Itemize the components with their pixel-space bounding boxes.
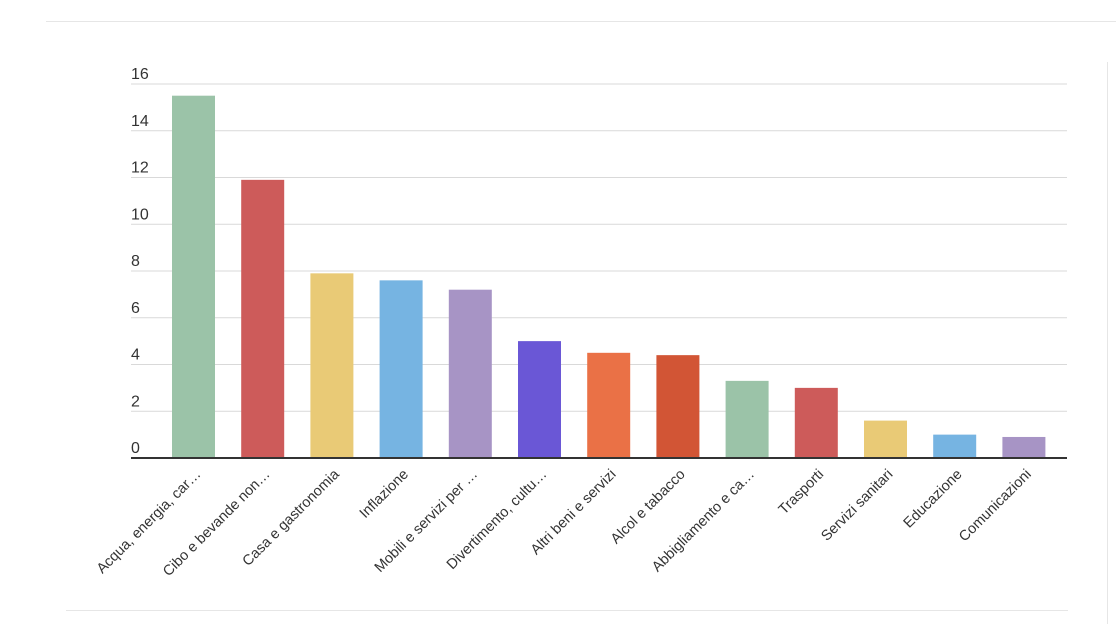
x-axis-labels: Acqua, energia, car…Cibo e bevande non…C…	[94, 466, 1035, 580]
bar	[864, 420, 907, 458]
chart-frame-right-border	[1107, 62, 1108, 624]
gridlines	[131, 83, 1067, 412]
chart-frame-top-border	[46, 21, 1116, 22]
y-tick-label: 14	[131, 113, 149, 130]
bar	[310, 273, 354, 458]
y-tick-label: 10	[131, 206, 149, 223]
bars	[172, 95, 1046, 458]
x-tick-label: Servizi sanitari	[818, 467, 896, 545]
x-tick-label: Inflazione	[357, 467, 412, 522]
x-tick-label: Comunicazioni	[956, 467, 1035, 546]
bar	[933, 434, 977, 458]
y-tick-label: 0	[131, 440, 140, 457]
bar	[448, 289, 492, 458]
y-tick-label: 12	[131, 160, 149, 177]
bar	[1002, 436, 1046, 458]
bar	[656, 355, 700, 458]
bar	[241, 179, 285, 458]
y-tick-label: 16	[131, 66, 149, 83]
bar	[725, 380, 769, 458]
y-axis-ticks: 0 2 4 6 8 10 12 14 16	[131, 66, 149, 457]
bar	[379, 280, 423, 458]
bar	[172, 95, 215, 458]
y-tick-label: 2	[131, 393, 140, 410]
chart-frame-bottom-border	[66, 610, 1068, 611]
y-tick-label: 6	[131, 300, 140, 317]
y-tick-label: 4	[131, 347, 140, 364]
y-tick-label: 8	[131, 253, 140, 270]
bar	[794, 387, 838, 458]
bar	[587, 352, 631, 458]
bar	[518, 341, 561, 458]
x-tick-label: Trasporti	[776, 467, 827, 518]
x-tick-label: Educazione	[901, 467, 966, 532]
